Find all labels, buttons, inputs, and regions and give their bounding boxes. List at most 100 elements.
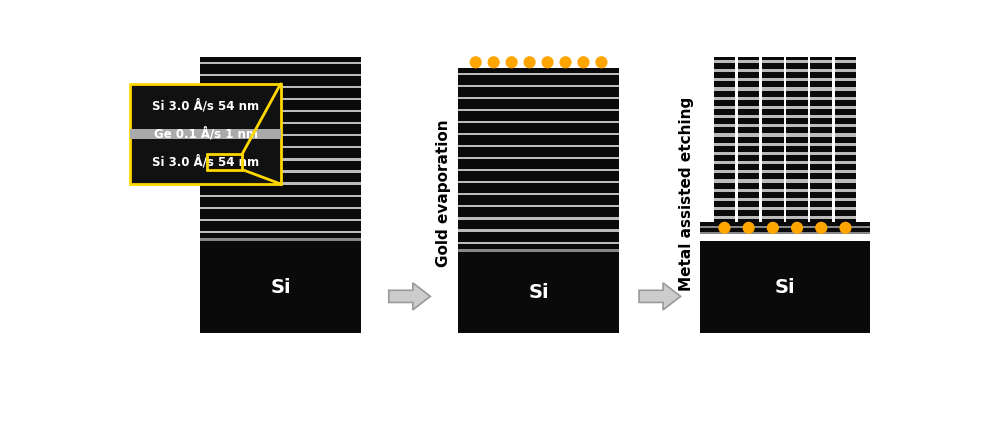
Bar <box>200 238 361 241</box>
Bar <box>835 88 856 91</box>
Bar <box>786 189 808 192</box>
Bar <box>762 179 783 183</box>
Bar <box>130 129 281 139</box>
Bar <box>738 57 760 222</box>
Bar <box>714 143 735 146</box>
Bar <box>700 225 870 228</box>
Bar <box>714 115 735 118</box>
Bar <box>835 60 856 63</box>
Bar <box>200 86 361 88</box>
Circle shape <box>560 57 571 68</box>
Bar <box>786 57 808 222</box>
Bar <box>762 198 783 201</box>
Bar <box>762 78 783 81</box>
Bar <box>200 183 361 185</box>
Bar <box>738 207 760 210</box>
Bar <box>762 97 783 100</box>
Bar <box>458 145 620 147</box>
Circle shape <box>506 57 517 68</box>
Bar <box>200 110 361 112</box>
Bar <box>786 60 808 63</box>
Bar <box>810 216 832 219</box>
Bar <box>738 115 760 118</box>
Circle shape <box>816 222 826 233</box>
Bar <box>458 248 620 251</box>
Bar <box>762 106 783 109</box>
Circle shape <box>578 57 589 68</box>
Bar <box>738 170 760 173</box>
Bar <box>835 189 856 192</box>
Text: Si 3.0 Å/s 54 nm: Si 3.0 Å/s 54 nm <box>152 155 259 169</box>
Text: Metal assisted etching: Metal assisted etching <box>679 96 694 291</box>
Bar <box>786 88 808 91</box>
Bar <box>738 152 760 155</box>
Bar <box>714 78 735 81</box>
Bar <box>200 171 361 172</box>
Circle shape <box>744 222 754 233</box>
Bar <box>458 97 620 99</box>
Bar <box>786 143 808 146</box>
Bar <box>762 152 783 155</box>
Text: Si: Si <box>528 283 549 302</box>
Bar <box>700 222 870 232</box>
Bar <box>700 241 870 333</box>
Bar <box>835 97 856 100</box>
Bar <box>714 179 735 183</box>
Bar <box>458 217 620 220</box>
Bar <box>810 88 832 91</box>
Bar <box>835 216 856 219</box>
Bar <box>835 115 856 118</box>
Bar <box>762 143 783 146</box>
Bar <box>714 88 735 91</box>
Bar <box>835 57 856 222</box>
Bar <box>786 198 808 201</box>
Circle shape <box>719 222 730 233</box>
Bar <box>762 170 783 173</box>
Bar <box>835 143 856 146</box>
Bar <box>714 189 735 192</box>
Bar <box>762 133 783 137</box>
Bar <box>200 158 361 160</box>
Bar <box>714 60 735 63</box>
Bar <box>714 124 735 127</box>
Bar <box>786 207 808 210</box>
Bar <box>738 78 760 81</box>
Bar <box>835 179 856 183</box>
Bar <box>810 97 832 100</box>
Bar <box>458 72 620 75</box>
Bar <box>762 124 783 127</box>
Bar <box>810 189 832 192</box>
Bar <box>738 124 760 127</box>
Bar <box>738 216 760 219</box>
Bar <box>200 146 361 149</box>
Bar <box>762 60 783 63</box>
FancyArrow shape <box>389 283 430 310</box>
Bar <box>200 241 361 333</box>
Bar <box>738 143 760 146</box>
Circle shape <box>524 57 535 68</box>
Bar <box>810 133 832 137</box>
Bar <box>738 69 760 72</box>
Bar <box>810 69 832 72</box>
Bar <box>810 161 832 164</box>
Bar <box>200 194 361 197</box>
Bar <box>835 106 856 109</box>
Text: Si: Si <box>775 278 795 297</box>
Bar <box>738 106 760 109</box>
Bar <box>458 181 620 183</box>
Bar <box>762 216 783 219</box>
Bar <box>810 78 832 81</box>
Bar <box>458 121 620 123</box>
Bar <box>714 69 735 72</box>
Bar <box>786 69 808 72</box>
Bar <box>458 241 620 244</box>
Bar <box>786 106 808 109</box>
Bar <box>762 69 783 72</box>
Bar <box>700 232 870 234</box>
Bar <box>714 97 735 100</box>
Bar <box>762 161 783 164</box>
Bar <box>714 216 735 219</box>
Bar <box>835 170 856 173</box>
Bar <box>738 189 760 192</box>
Bar <box>458 157 620 159</box>
